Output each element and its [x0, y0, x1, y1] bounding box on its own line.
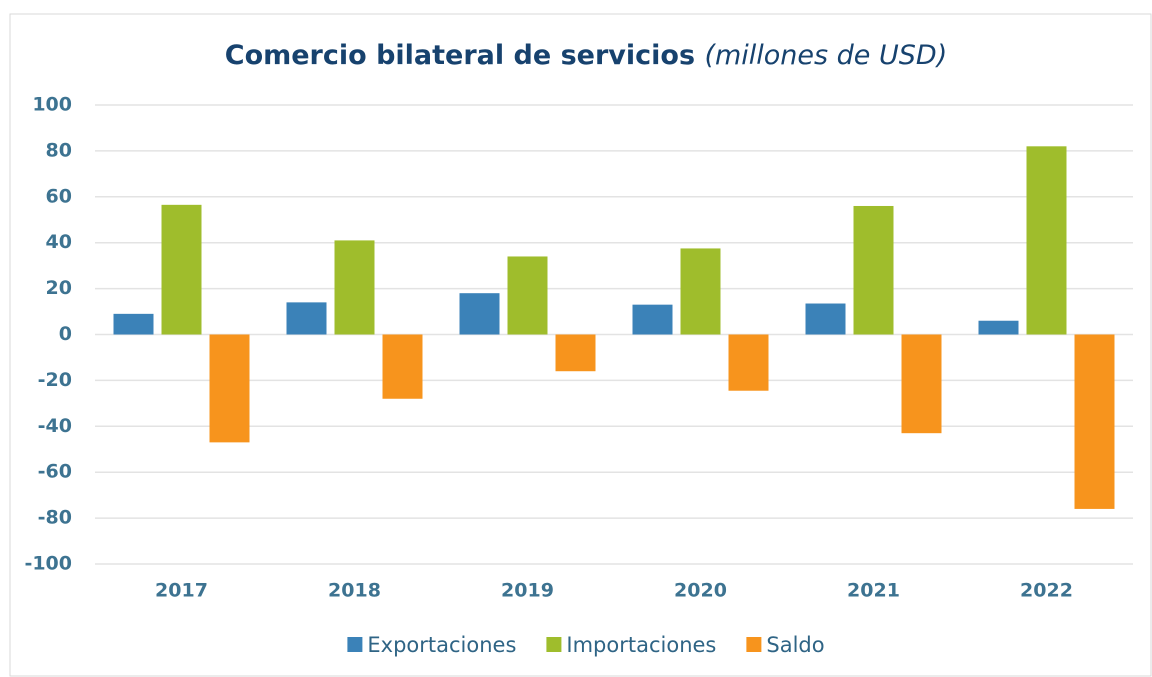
bar: [161, 204, 202, 335]
y-tick-label: -100: [24, 553, 72, 575]
bar: [632, 304, 673, 335]
x-tick-label: 2022: [1020, 580, 1073, 602]
bar: [901, 334, 942, 434]
bar: [286, 302, 327, 335]
bar: [382, 334, 423, 399]
legend-swatch: [546, 637, 562, 652]
bar: [113, 313, 154, 335]
chart-title-line: Comercio bilateral de servicios (millone…: [225, 40, 947, 71]
y-tick-label: -80: [38, 507, 72, 529]
legend-label: Importaciones: [566, 633, 716, 657]
bar: [209, 334, 250, 443]
bar: [1074, 334, 1115, 509]
y-tick-label: 20: [46, 277, 72, 299]
y-tick-label: 0: [59, 323, 72, 345]
legend-label: Exportaciones: [367, 633, 516, 657]
chart-title: Comercio bilateral de servicios: [225, 40, 695, 71]
y-tick-label: -40: [38, 415, 72, 437]
bar: [805, 303, 846, 335]
y-tick-label: 40: [46, 231, 72, 253]
bar: [728, 334, 769, 391]
x-tick-label: 2020: [674, 580, 727, 602]
x-tick-label: 2019: [501, 580, 554, 602]
y-tick-label: 80: [46, 139, 72, 161]
chart-subtitle: (millones de USD): [704, 40, 947, 71]
legend-label: Saldo: [766, 633, 824, 657]
y-tick-label: 60: [46, 185, 72, 207]
y-tick-label: -20: [38, 369, 72, 391]
x-tick-label: 2017: [155, 580, 208, 602]
bar: [459, 293, 500, 335]
legend-swatch: [347, 637, 363, 652]
bar: [555, 334, 596, 372]
x-tick-label: 2021: [847, 580, 900, 602]
y-tick-label: 100: [32, 94, 72, 116]
legend-swatch: [746, 637, 762, 652]
bar: [680, 248, 721, 335]
bar: [1026, 146, 1067, 335]
bar: [978, 320, 1019, 335]
bar: [853, 205, 894, 335]
y-tick-label: -60: [38, 461, 72, 483]
bar: [334, 240, 375, 335]
bar: [507, 256, 548, 335]
x-tick-label: 2018: [328, 580, 381, 602]
